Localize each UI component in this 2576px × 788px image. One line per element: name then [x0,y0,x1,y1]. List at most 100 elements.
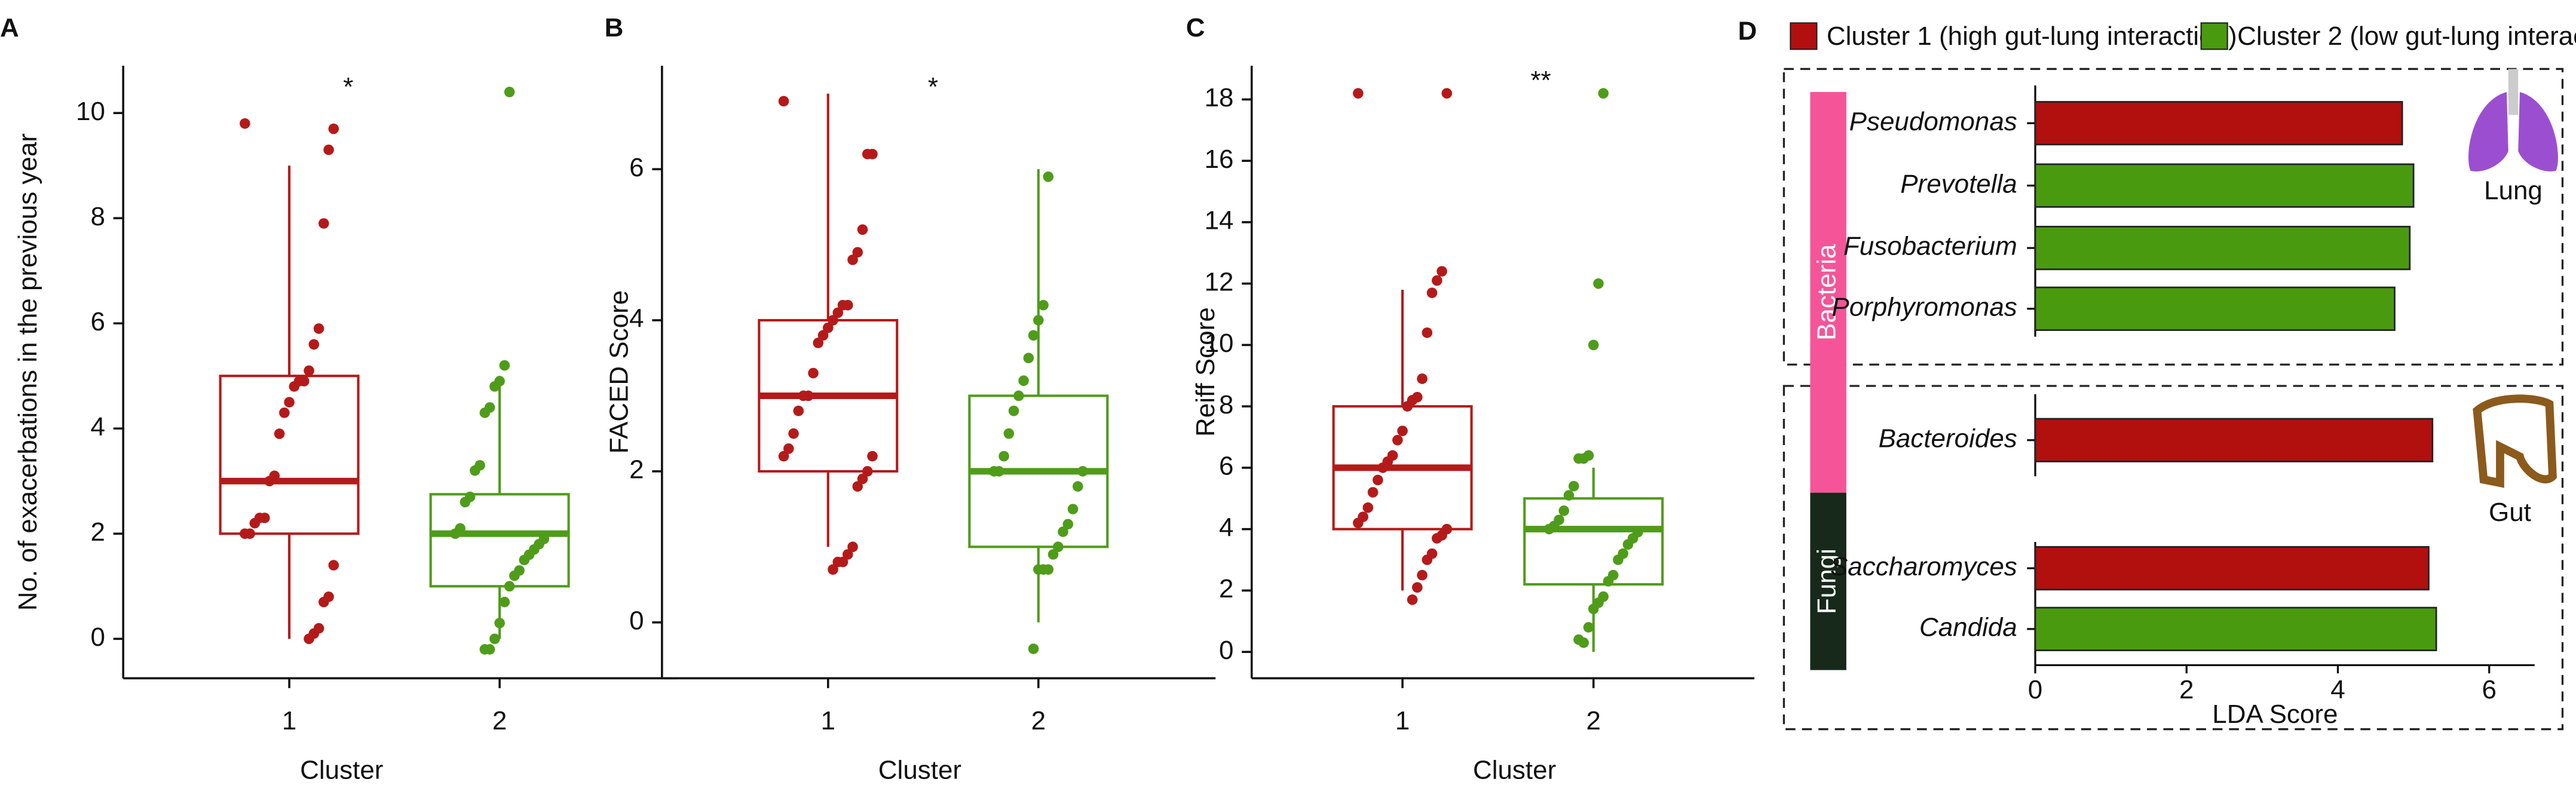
data-point [274,428,285,439]
box [429,493,570,588]
data-point [1072,481,1083,492]
group-label: Fungi [1812,548,1841,614]
y-tick-label: 10 [1205,329,1234,358]
gut-icon [2473,394,2557,488]
panel-letter: A [0,13,19,42]
data-point [249,517,261,529]
data-point [450,528,461,539]
data-point [847,541,858,553]
significance: * [343,72,353,102]
y-axis-title: No. of exacerbations in the previous yea… [13,133,42,611]
significance: * [928,72,938,102]
data-point [509,570,520,581]
data-point [499,596,510,608]
data-point [1013,390,1024,401]
x-tick-label: 2 [1031,706,1046,735]
data-point [1018,375,1029,386]
data-point [793,405,804,416]
data-point [1426,287,1438,298]
y-tick-label: 4 [629,304,644,333]
bar [2034,163,2415,208]
data-point [1422,327,1433,338]
data-point [988,466,1000,477]
data-point [828,564,838,575]
data-point [504,87,515,97]
bar [2034,101,2403,146]
data-point [1033,315,1044,326]
data-point [1563,490,1575,501]
data-point [1573,634,1584,645]
x-axis-title: Cluster [878,756,961,785]
data-point [1543,523,1555,535]
x-axis-title: Cluster [1473,756,1556,785]
data-point [318,596,329,608]
data-point [1402,401,1413,412]
data-point [862,149,873,160]
data-point [857,473,868,485]
y-tick-label: 6 [90,307,105,336]
bar [2034,418,2434,462]
data-point [783,443,794,454]
data-point [1417,373,1428,384]
data-point [1367,487,1379,498]
x-tick-label: 0 [2028,675,2042,704]
data-point [1038,299,1049,311]
data-point [494,618,505,628]
data-point [1603,576,1614,587]
data-point [1043,171,1054,182]
y-tick-label: 4 [90,412,105,441]
data-point [499,360,510,371]
data-point [479,644,491,655]
data-point [998,450,1009,462]
data-point [1441,88,1453,99]
category-label: Prevotella [1900,169,2017,198]
y-tick-label: 0 [90,623,105,652]
y-axis-title: FACED Score [605,290,634,454]
x-tick-label: 6 [2482,675,2497,704]
category-label: Porphyromonas [1831,292,2017,321]
y-tick-label: 18 [1205,83,1234,112]
significance: ** [1530,66,1551,95]
data-point [1573,453,1584,464]
data-point [828,315,838,326]
data-point [318,218,329,229]
x-tick-label: 1 [1395,706,1410,735]
data-point [470,465,480,476]
data-point [822,322,834,333]
data-point [852,481,863,492]
data-point [279,407,290,418]
data-point [1023,352,1034,364]
group-label: Bacteria [1812,244,1841,341]
data-point [1353,88,1364,99]
data-point [289,381,300,392]
lung-icon [2468,91,2558,171]
data-point [1392,434,1403,446]
x-tick-label: 2 [2179,675,2194,704]
data-point [832,307,844,318]
data-point [489,381,500,392]
data-point [778,450,789,462]
data-point [1362,502,1374,513]
category-label: Candida [1919,612,2017,642]
data-point [1412,582,1423,593]
panel-letter: C [1186,13,1205,42]
data-point [817,330,829,341]
data-point [842,549,853,560]
data-point [1058,526,1068,537]
data-point [1613,554,1624,565]
x-axis-title: Cluster [300,756,383,785]
data-point [1003,428,1015,439]
data-point [1436,266,1447,277]
data-point [1583,622,1594,633]
category-label: Bacteroides [1879,424,2017,453]
category-label: Pseudomonas [1849,107,2017,136]
data-point [519,554,530,566]
data-point [1432,275,1442,286]
y-tick-label: 0 [629,606,644,635]
panel-letter: B [605,13,624,42]
x-tick-label: 2 [1586,706,1601,735]
data-point [1622,539,1634,550]
data-point [847,255,858,265]
